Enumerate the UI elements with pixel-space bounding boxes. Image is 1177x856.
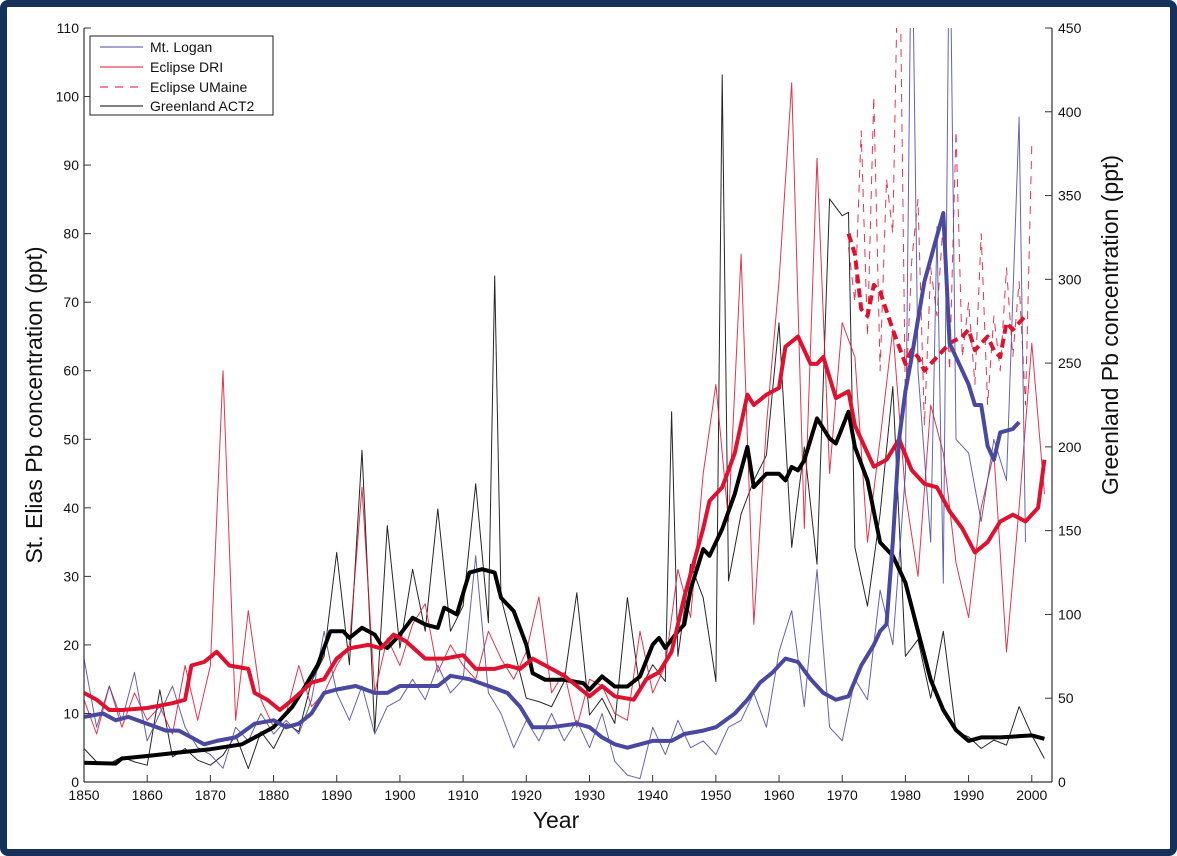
x-tick-label: 1860 bbox=[132, 787, 163, 803]
x-tick-label: 1970 bbox=[827, 787, 858, 803]
right-tick-label: 300 bbox=[1058, 271, 1082, 287]
legend-label-umaine: Eclipse UMaine bbox=[150, 79, 247, 95]
right-tick-label: 50 bbox=[1058, 690, 1074, 706]
x-tick-label: 1920 bbox=[511, 787, 542, 803]
right-tick-label: 0 bbox=[1058, 774, 1066, 790]
x-tick-label: 1940 bbox=[637, 787, 668, 803]
x-tick-label: 1950 bbox=[700, 787, 731, 803]
right-tick-label: 100 bbox=[1058, 606, 1082, 622]
legend-label-dri: Eclipse DRI bbox=[150, 59, 223, 75]
x-tick-label: 1890 bbox=[321, 787, 352, 803]
x-tick-label: 2000 bbox=[1016, 787, 1047, 803]
left-tick-label: 100 bbox=[56, 89, 80, 105]
right-tick-label: 150 bbox=[1058, 523, 1082, 539]
left-tick-label: 70 bbox=[63, 294, 79, 310]
left-tick-label: 60 bbox=[63, 363, 79, 379]
right-tick-label: 400 bbox=[1058, 104, 1082, 120]
series-line-eclipse-umaine bbox=[848, 28, 1033, 427]
right-tick-label: 450 bbox=[1058, 20, 1082, 36]
right-axis-label: Greenland Pb concentration (ppt) bbox=[1097, 155, 1123, 495]
legend-label-greenland: Greenland ACT2 bbox=[150, 98, 254, 114]
legend-box bbox=[89, 35, 274, 116]
left-tick-label: 80 bbox=[63, 226, 79, 242]
series-line-eclipse-dri-smoothed bbox=[84, 334, 1047, 712]
legend-label-logan: Mt. Logan bbox=[150, 39, 212, 55]
series-line-eclipse-umaine-smoothed bbox=[846, 233, 1027, 373]
x-tick-label: 1880 bbox=[258, 787, 289, 803]
x-tick-label: 1910 bbox=[448, 787, 479, 803]
x-tick-label: 1900 bbox=[384, 787, 415, 803]
series-layer bbox=[84, 28, 1047, 780]
legend: Mt. Logan Eclipse DRI Eclipse UMaine Gre… bbox=[89, 35, 274, 116]
left-tick-label: 20 bbox=[63, 637, 79, 653]
x-axis-label: Year bbox=[533, 807, 580, 833]
x-tick-label: 1870 bbox=[195, 787, 226, 803]
left-tick-label: 10 bbox=[63, 705, 79, 721]
left-tick-label: 0 bbox=[71, 774, 79, 790]
left-axis-label: St. Elias Pb concentration (ppt) bbox=[21, 246, 47, 563]
right-tick-label: 200 bbox=[1058, 439, 1082, 455]
left-tick-label: 110 bbox=[57, 20, 80, 36]
x-tick-label: 1960 bbox=[763, 787, 794, 803]
left-tick-label: 90 bbox=[63, 157, 79, 173]
series-line-mt-logan-smoothed bbox=[84, 211, 1021, 750]
right-tick-label: 250 bbox=[1058, 355, 1082, 371]
right-tick-label: 350 bbox=[1058, 188, 1082, 204]
left-tick-label: 50 bbox=[63, 431, 79, 447]
left-tick-label: 30 bbox=[63, 568, 79, 584]
plot-area bbox=[84, 28, 1052, 782]
x-tick-label: 1930 bbox=[574, 787, 605, 803]
x-tick-label: 1980 bbox=[890, 787, 921, 803]
left-tick-label: 40 bbox=[63, 500, 79, 516]
x-tick-label: 1850 bbox=[68, 787, 99, 803]
series-line-greenland-act2-smoothed bbox=[84, 409, 1045, 766]
x-tick-label: 1990 bbox=[953, 787, 984, 803]
series-line-eclipse-dri bbox=[84, 82, 1045, 735]
series-line-greenland-act2 bbox=[84, 74, 1045, 770]
